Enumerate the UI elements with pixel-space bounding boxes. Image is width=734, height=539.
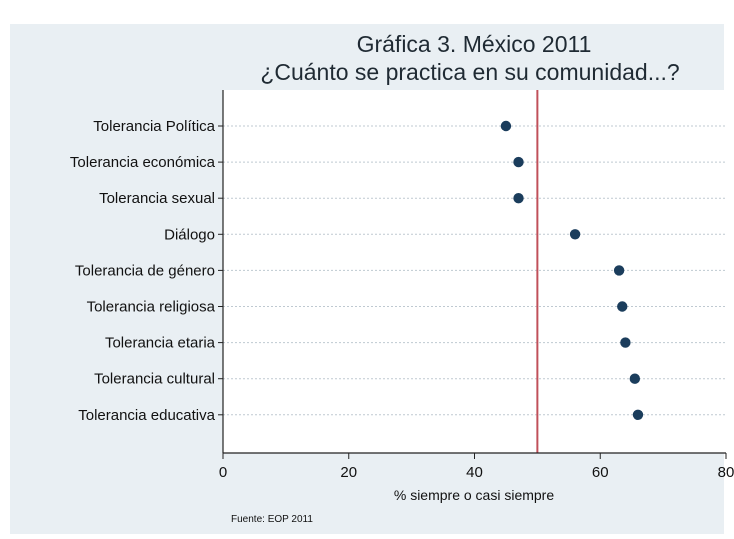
x-tick-label: 60	[592, 464, 609, 481]
category-label: Tolerancia económica	[70, 154, 216, 171]
category-label: Tolerancia sexual	[99, 190, 215, 207]
category-label: Tolerancia de género	[75, 262, 215, 279]
data-points	[500, 120, 644, 420]
data-point	[513, 156, 524, 168]
data-point	[513, 193, 524, 204]
x-tick-label: 80	[718, 464, 734, 481]
x-tick-label: 0	[219, 464, 227, 481]
category-label: Tolerancia etaria	[105, 335, 216, 352]
data-point	[617, 301, 628, 312]
y-ticks	[218, 125, 223, 416]
data-point	[620, 337, 631, 348]
category-label: Tolerancia Política	[93, 118, 215, 135]
data-point	[632, 409, 644, 420]
data-point	[500, 120, 512, 132]
data-point	[569, 229, 581, 240]
x-axis-title: % siempre o casi siempre	[394, 487, 554, 503]
category-label: Tolerancia religiosa	[87, 299, 216, 316]
x-tick-label: 40	[466, 464, 483, 481]
data-point	[629, 373, 641, 384]
x-ticks: 0 20 40 60 80	[219, 453, 734, 481]
chart-title: Gráfica 3. México 2011	[357, 31, 592, 57]
category-labels: Tolerancia Política Tolerancia económica T…	[70, 118, 216, 424]
category-label: Diálogo	[164, 226, 215, 243]
category-label: Tolerancia educativa	[78, 407, 215, 424]
category-label: Tolerancia cultural	[94, 371, 215, 388]
x-tick-label: 20	[340, 464, 357, 481]
data-point	[613, 265, 625, 276]
chart-subtitle: ¿Cuánto se practica en su comunidad...?	[260, 59, 679, 85]
plot-area	[223, 90, 726, 453]
source-note: Fuente: EOP 2011	[231, 514, 313, 525]
